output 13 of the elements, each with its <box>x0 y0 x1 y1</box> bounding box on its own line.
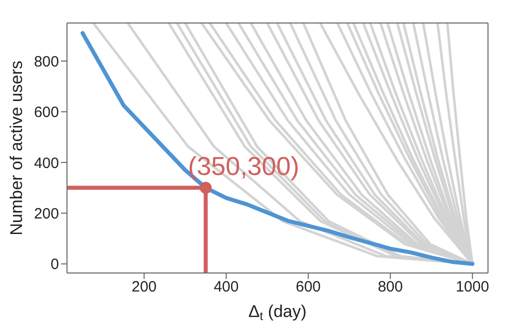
y-tick-label: 0 <box>50 256 59 274</box>
y-tick-label: 400 <box>34 154 59 172</box>
y-tick-label: 600 <box>34 104 59 122</box>
x-tick-label: 200 <box>132 278 157 296</box>
x-axis-title: Δ$_{t}$ (day) <box>248 302 307 323</box>
x-tick-label: 1000 <box>456 278 490 296</box>
y-tick-label: 200 <box>34 205 59 222</box>
annotation: (350,300) <box>188 150 300 181</box>
y-tick-label: 800 <box>34 53 59 70</box>
x-tick-label: 800 <box>378 278 403 296</box>
y-axis-title: Number of active users <box>7 60 26 236</box>
x-tick-label: 400 <box>214 278 239 296</box>
x-tick-label: 600 <box>296 278 321 296</box>
